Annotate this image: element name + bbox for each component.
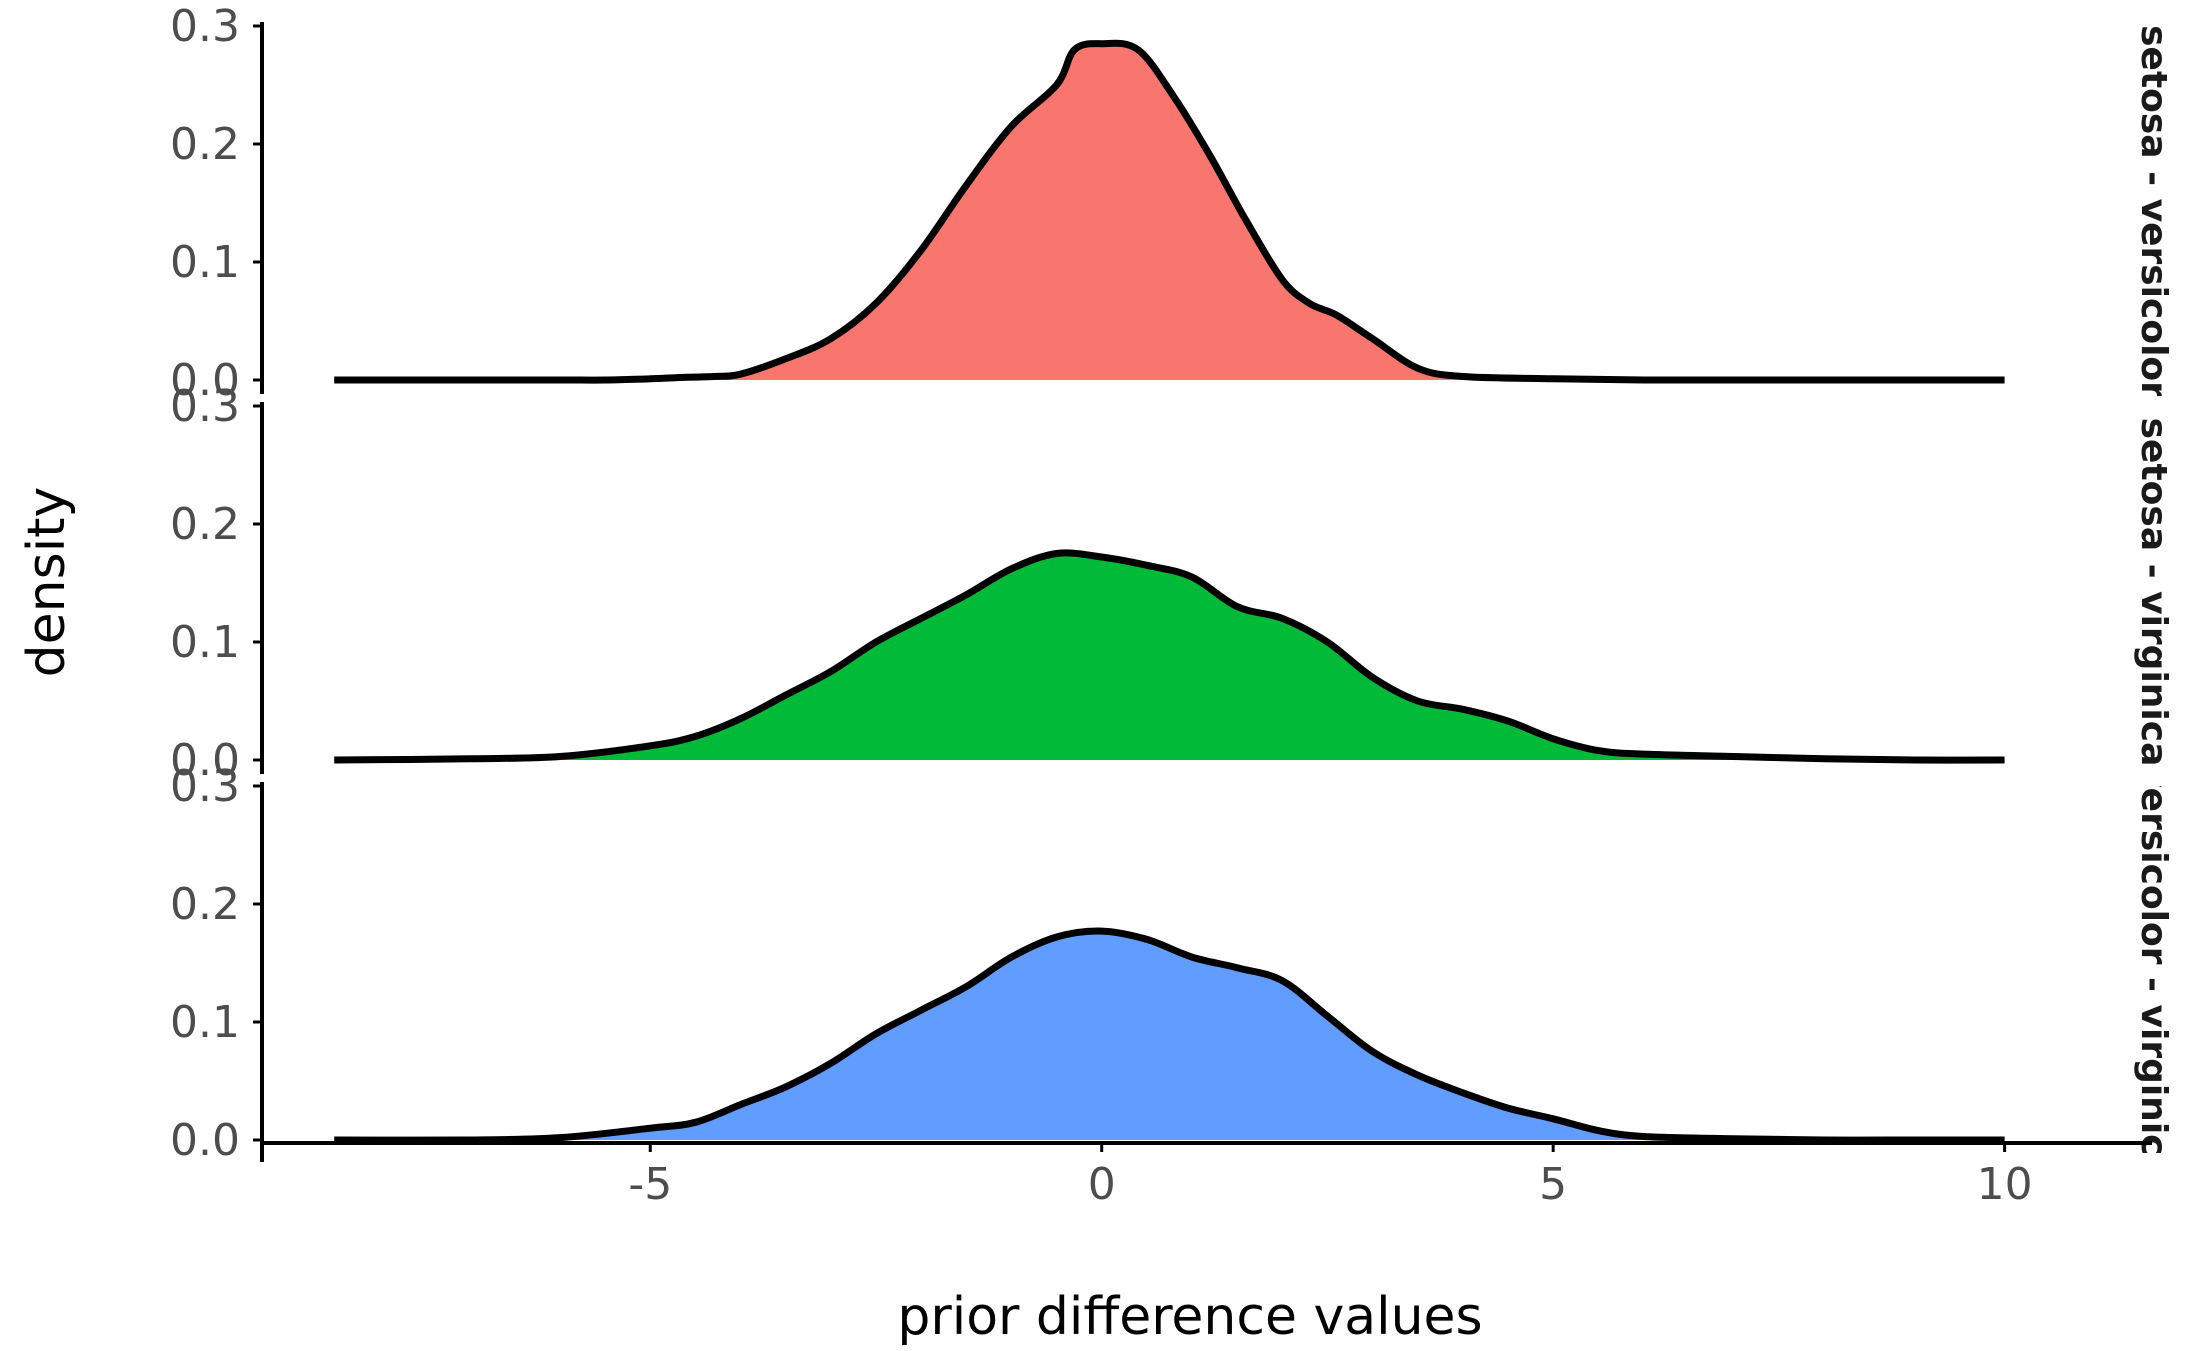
- facet-strip-label: setosa - virginica: [2133, 418, 2174, 767]
- density-area: [334, 43, 2005, 381]
- y-axis-title: density: [17, 487, 77, 678]
- y-tick-label: 0.0: [170, 735, 240, 786]
- density-line: [334, 927, 2005, 1144]
- x-tick-label: 5: [1539, 1159, 1567, 1210]
- y-tick-label: 0.3: [170, 381, 240, 432]
- y-tick-label: 0.3: [170, 1, 240, 52]
- y-tick-label: 0.1: [170, 617, 240, 668]
- panel-1: 0.0 0.1 0.2 0.3 setosa - virginica: [170, 381, 2174, 786]
- density-line: [334, 39, 2005, 384]
- y-tick-label: 0.2: [170, 499, 240, 550]
- y-tick-label: 0.2: [170, 119, 240, 170]
- density-area: [334, 552, 2005, 761]
- x-tick-label: 0: [1088, 1159, 1116, 1210]
- density-line: [334, 549, 2005, 764]
- y-tick-label: 0.1: [170, 997, 240, 1048]
- facet-strip-label: versicolor - virginica: [2133, 764, 2174, 1180]
- y-tick-label: 0.0: [170, 1115, 240, 1166]
- panel-2: 0.0 0.1 0.2 0.3 versicolor - virginica: [170, 761, 2174, 1180]
- x-tick-label: -5: [628, 1159, 672, 1210]
- y-tick-label: 0.2: [170, 879, 240, 930]
- x-axis-title: prior difference values: [897, 1287, 1482, 1347]
- y-tick-label: 0.1: [170, 237, 240, 288]
- y-tick-label: 0.0: [170, 355, 240, 406]
- facet-strip-label: setosa - versicolor: [2133, 25, 2174, 399]
- density-area: [334, 931, 2005, 1141]
- y-tick-label: 0.3: [170, 761, 240, 812]
- panel-0: 0.0 0.1 0.2 0.3 setosa - versicolor: [170, 1, 2174, 406]
- x-tick-label: 10: [1977, 1159, 2033, 1210]
